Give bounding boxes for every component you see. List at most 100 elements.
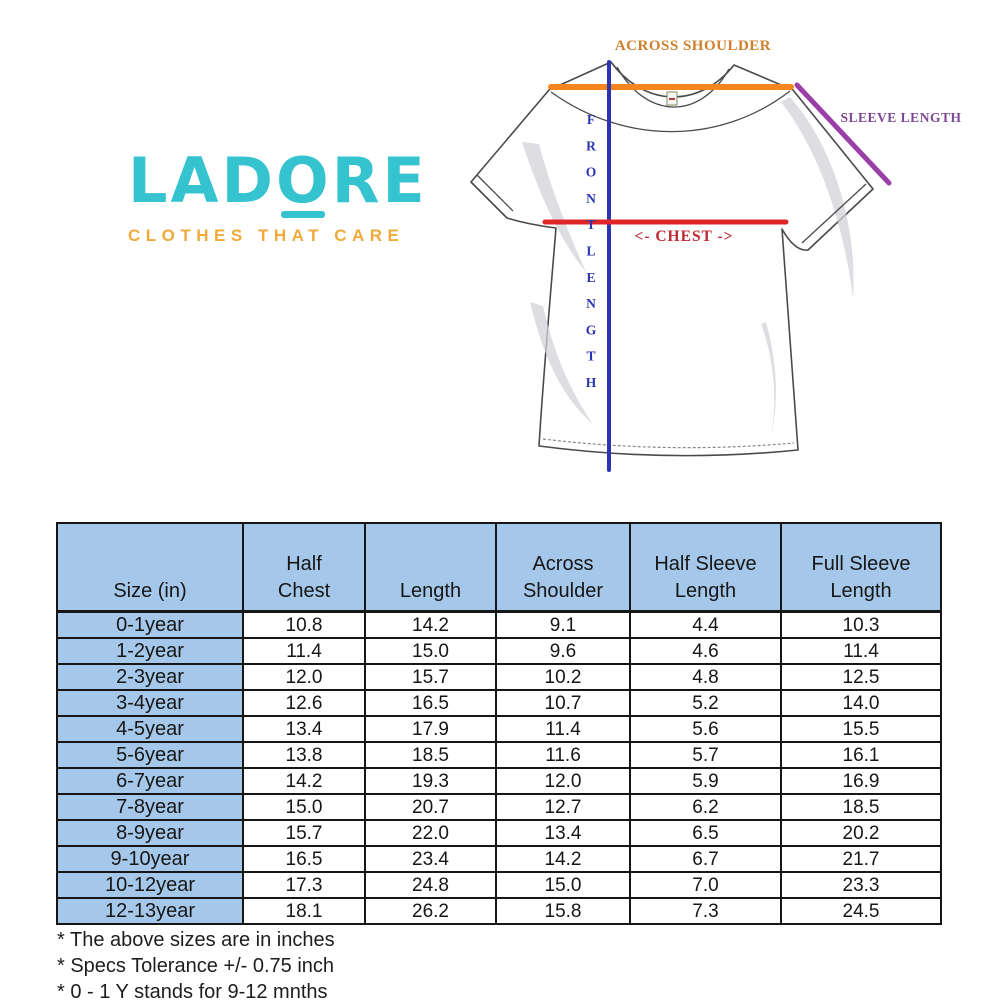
value-cell: 4.4 (629, 610, 782, 639)
value-cell: 18.5 (780, 793, 942, 821)
table-row: 8-9year 15.7 22.0 13.4 6.5 20.2 (56, 819, 942, 847)
value-cell: 11.4 (242, 637, 366, 665)
value-cell: 16.5 (364, 689, 497, 717)
value-cell: 24.5 (780, 897, 942, 925)
value-cell: 17.3 (242, 871, 366, 899)
table-row: 2-3year 12.0 15.7 10.2 4.8 12.5 (56, 663, 942, 691)
value-cell: 5.7 (629, 741, 782, 769)
value-cell: 10.7 (495, 689, 631, 717)
value-cell: 6.7 (629, 845, 782, 873)
value-cell: 14.2 (242, 767, 366, 795)
table-row: 9-10year 16.5 23.4 14.2 6.7 21.7 (56, 845, 942, 873)
shirt-shading (522, 142, 586, 272)
front-length-letter: T (586, 217, 595, 232)
value-cell: 5.9 (629, 767, 782, 795)
value-cell: 6.5 (629, 819, 782, 847)
brand-name-part: LAD (128, 144, 276, 217)
value-cell: 16.5 (242, 845, 366, 873)
front-length-letter: N (586, 191, 596, 206)
brand-name-o: O (275, 144, 332, 218)
front-length-letter: G (586, 322, 597, 337)
sleeve-length-line (794, 82, 892, 186)
value-cell: 19.3 (364, 767, 497, 795)
footnote: * The above sizes are in inches (57, 929, 335, 951)
value-cell: 10.2 (495, 663, 631, 691)
value-cell: 23.4 (364, 845, 497, 873)
size-cell: 0-1year (56, 610, 244, 639)
value-cell: 5.6 (629, 715, 782, 743)
front-length-letter: N (586, 296, 596, 311)
value-cell: 18.1 (242, 897, 366, 925)
column-header: Across Shoulder (495, 522, 631, 613)
value-cell: 13.4 (495, 819, 631, 847)
shirt-shading (761, 322, 776, 436)
collar-seam (550, 90, 791, 133)
size-cell: 8-9year (56, 819, 244, 847)
value-cell: 15.0 (364, 637, 497, 665)
column-header: Full Sleeve Length (780, 522, 942, 613)
front-length-letter: F (587, 112, 595, 127)
front-length-letter: T (586, 349, 595, 364)
right-cuff-line (801, 183, 867, 244)
brand-logo: LADORE CLOTHES THAT CARE (128, 150, 428, 246)
value-cell: 16.9 (780, 767, 942, 795)
sleeve-length-label: SLEEVE LENGTH (841, 110, 962, 125)
front-length-letter: L (586, 244, 595, 259)
size-cell: 10-12year (56, 871, 244, 899)
value-cell: 15.7 (242, 819, 366, 847)
tshirt-outline (470, 61, 874, 457)
front-length-letter: O (586, 165, 597, 180)
value-cell: 10.3 (780, 610, 942, 639)
brand-name: LADORE (128, 144, 428, 218)
table-row: 7-8year 15.0 20.7 12.7 6.2 18.5 (56, 793, 942, 821)
value-cell: 12.0 (242, 663, 366, 691)
value-cell: 15.0 (495, 871, 631, 899)
value-cell: 9.6 (495, 637, 631, 665)
value-cell: 17.9 (364, 715, 497, 743)
value-cell: 15.5 (780, 715, 942, 743)
footnote: * 0 - 1 Y stands for 9-12 mnths (57, 981, 328, 1000)
value-cell: 14.2 (364, 610, 497, 639)
column-header: Length (364, 522, 497, 613)
size-cell: 9-10year (56, 845, 244, 873)
value-cell: 15.0 (242, 793, 366, 821)
table-row: 4-5year 13.4 17.9 11.4 5.6 15.5 (56, 715, 942, 743)
value-cell: 14.2 (495, 845, 631, 873)
value-cell: 16.1 (780, 741, 942, 769)
value-cell: 24.8 (364, 871, 497, 899)
footnotes: * The above sizes are in inches * Specs T… (57, 927, 335, 1000)
size-cell: 4-5year (56, 715, 244, 743)
value-cell: 15.7 (364, 663, 497, 691)
left-cuff-line (476, 174, 514, 212)
table-row: 12-13year 18.1 26.2 15.8 7.3 24.5 (56, 897, 942, 925)
column-header: Half Chest (242, 522, 366, 613)
size-cell: 2-3year (56, 663, 244, 691)
across-shoulder-label: ACROSS SHOULDER (615, 38, 771, 54)
front-length-letter: H (586, 375, 597, 390)
size-cell: 3-4year (56, 689, 244, 717)
size-cell: 5-6year (56, 741, 244, 769)
value-cell: 11.6 (495, 741, 631, 769)
shirt-shading (530, 302, 593, 424)
size-cell: 7-8year (56, 793, 244, 821)
value-cell: 11.4 (495, 715, 631, 743)
front-length-letter: E (586, 270, 595, 285)
column-header: Size (in) (56, 522, 244, 613)
value-cell: 12.0 (495, 767, 631, 795)
table-row: 5-6year 13.8 18.5 11.6 5.7 16.1 (56, 741, 942, 769)
brand-name-part: RE (331, 144, 428, 217)
table-row: 0-1year 10.8 14.2 9.1 4.4 10.3 (56, 610, 942, 639)
column-header: Half Sleeve Length (629, 522, 782, 613)
value-cell: 4.6 (629, 637, 782, 665)
value-cell: 26.2 (364, 897, 497, 925)
hem-stitch (542, 438, 795, 449)
value-cell: 14.0 (780, 689, 942, 717)
table-row: 1-2year 11.4 15.0 9.6 4.6 11.4 (56, 637, 942, 665)
size-cell: 6-7year (56, 767, 244, 795)
value-cell: 12.6 (242, 689, 366, 717)
value-cell: 20.7 (364, 793, 497, 821)
value-cell: 10.8 (242, 610, 366, 639)
size-table-header-row: Size (in) Half Chest Length Across Shoulder Ha… (56, 522, 942, 613)
value-cell: 6.2 (629, 793, 782, 821)
